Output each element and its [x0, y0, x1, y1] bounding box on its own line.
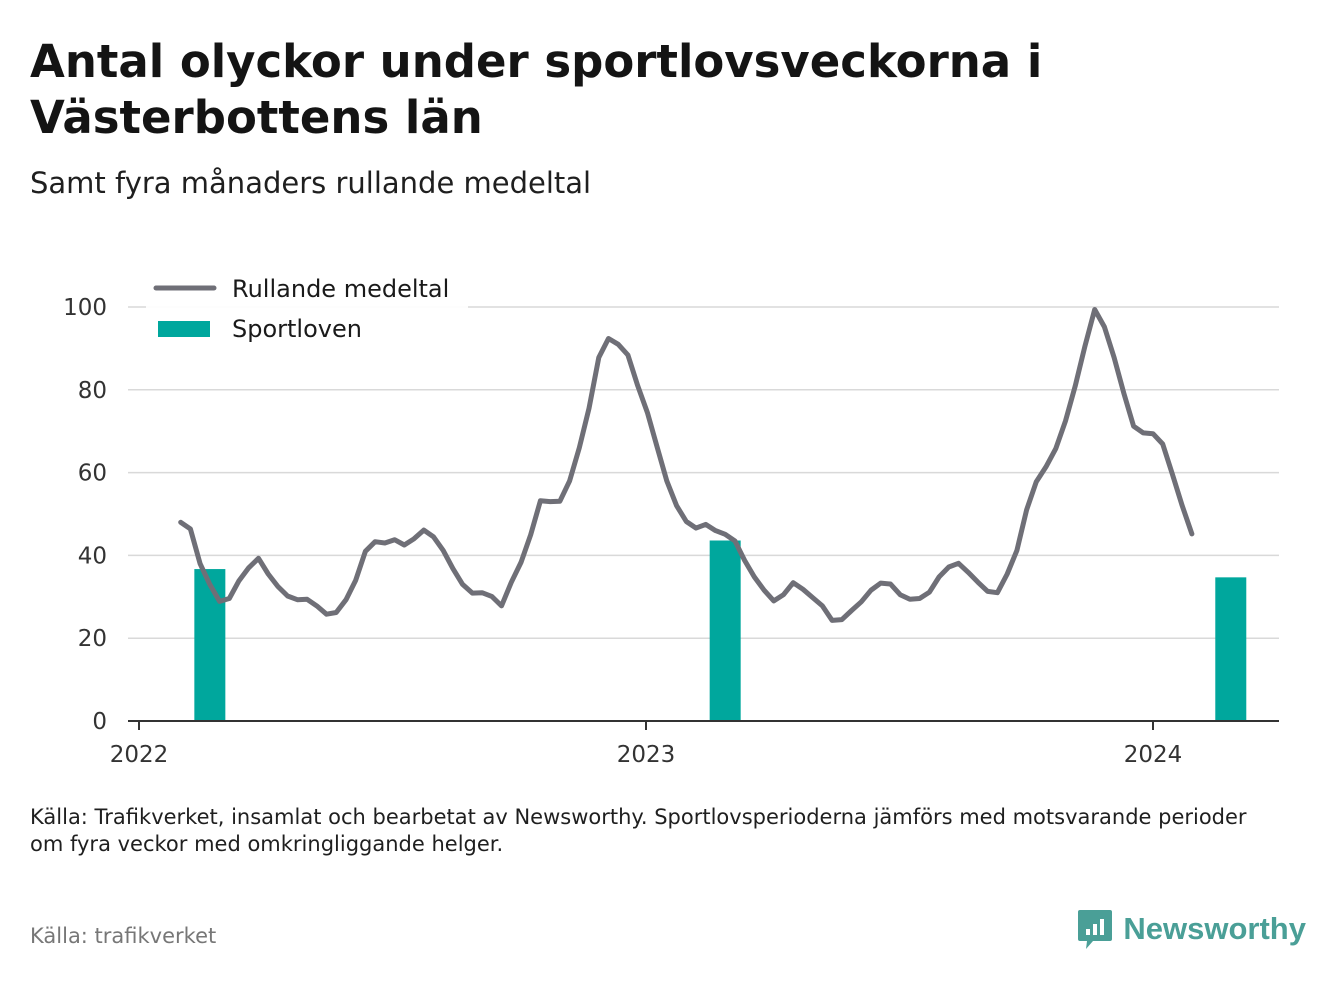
- y-tick-label: 80: [78, 378, 107, 404]
- newsworthy-logo-icon: [1078, 910, 1113, 949]
- legend-bar-swatch: [158, 321, 210, 337]
- gridlines: [128, 306, 1279, 639]
- y-tick-label: 60: [78, 461, 107, 487]
- y-axis-ticks: 0 20 40 60 80 100: [63, 295, 107, 735]
- bar-sportlov: [1215, 577, 1247, 721]
- source-credit: Källa: trafikverket: [30, 924, 217, 948]
- newsworthy-logo: Newsworthy: [1077, 908, 1306, 950]
- bar-sportlov: [709, 540, 741, 721]
- y-tick-label: 0: [92, 709, 107, 735]
- legend-label-bar: Sportloven: [232, 315, 362, 343]
- bars-sportloven: [194, 540, 1247, 721]
- chart-area: 0 20 40 60 80 100 2022 2023 2024 Rullande medel…: [63, 268, 1279, 768]
- chart-title: Antal olyckor under sportlovsveckorna i …: [30, 35, 1043, 144]
- line-series-path: [178, 307, 1195, 623]
- x-tick-label: 2024: [1124, 742, 1183, 768]
- y-tick-label: 100: [63, 295, 107, 321]
- x-axis-ticks: 2022 2023 2024: [110, 721, 1183, 768]
- chart-subtitle: Samt fyra månaders rullande medeltal: [30, 166, 592, 200]
- line-rullande-medeltal: [178, 307, 1195, 623]
- x-tick-label: 2023: [617, 742, 676, 768]
- legend-background: [146, 268, 468, 356]
- x-tick-label: 2022: [110, 742, 169, 768]
- y-tick-label: 40: [78, 543, 107, 569]
- source-note: Källa: Trafikverket, insamlat och bearbe…: [30, 805, 1247, 856]
- bar-sportlov: [194, 569, 226, 721]
- y-tick-label: 20: [78, 626, 107, 652]
- legend-label-line: Rullande medeltal: [232, 275, 449, 303]
- legend: Rullande medeltal Sportloven: [146, 268, 468, 356]
- newsworthy-logo-text: Newsworthy: [1123, 911, 1306, 946]
